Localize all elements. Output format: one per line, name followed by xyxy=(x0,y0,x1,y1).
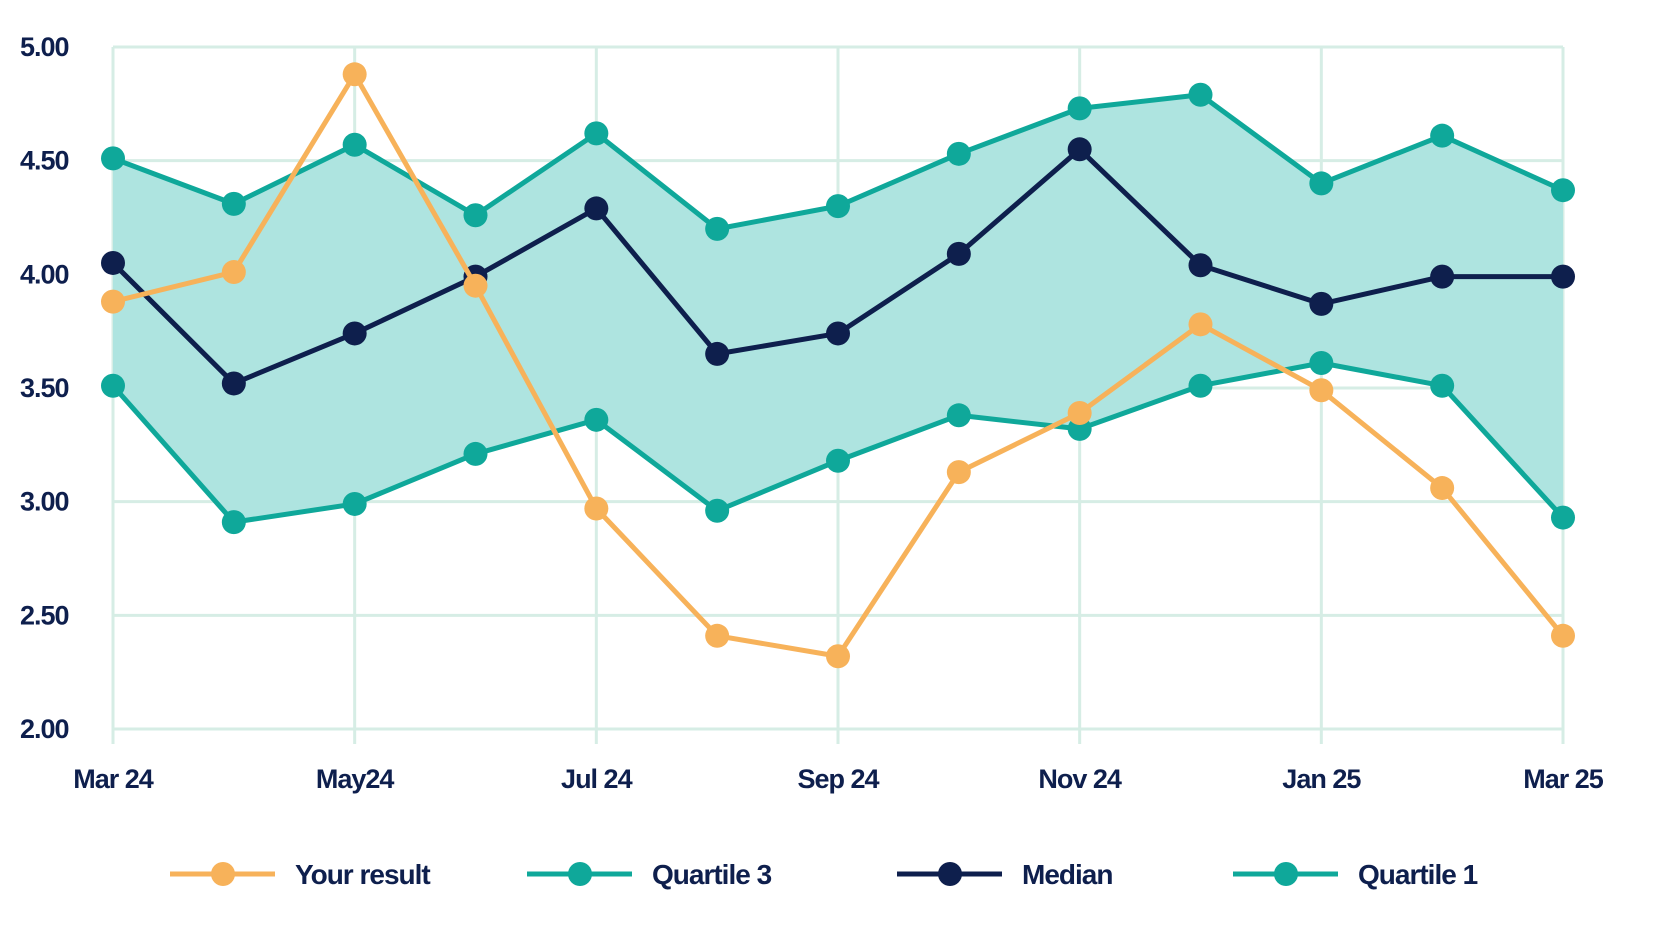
x-tick-label: May24 xyxy=(316,764,395,794)
legend-label: Your result xyxy=(295,859,430,890)
median-point xyxy=(101,250,125,275)
legend-swatch-marker xyxy=(1274,862,1298,886)
legend-label: Quartile 3 xyxy=(652,859,772,890)
quartile-1-point xyxy=(342,491,367,516)
quartile-1-point xyxy=(1188,373,1213,398)
your-result-point xyxy=(342,62,367,87)
quartile-1-point xyxy=(1551,505,1575,530)
your-result-point xyxy=(705,623,730,648)
median-point xyxy=(705,341,730,366)
quartile-3-point xyxy=(584,121,609,146)
quartile-1-point xyxy=(463,441,488,466)
median-point xyxy=(1309,291,1334,316)
series-median xyxy=(101,137,1575,396)
quartile-3-point xyxy=(946,141,971,166)
quartile-1-point xyxy=(101,373,125,398)
quartile-1-point xyxy=(826,448,850,473)
quartile-3-point xyxy=(1551,178,1575,203)
legend-item-quartile-3: Quartile 3 xyxy=(527,859,773,890)
legend-swatch-marker xyxy=(568,862,592,886)
median-point xyxy=(946,241,971,266)
quartile-3-point xyxy=(1188,82,1213,107)
x-tick-label: Mar 25 xyxy=(1523,764,1604,794)
your-result-point xyxy=(221,260,246,285)
your-result-point xyxy=(1430,476,1455,501)
your-result-point xyxy=(1067,401,1092,426)
legend-item-quartile-1: Quartile 1 xyxy=(1233,859,1479,890)
x-axis: Mar 24 May24 Jul 24 Sep 24 Nov 24 Jan 25 Mar 2… xyxy=(73,764,1605,794)
quartile-3-point xyxy=(1309,171,1334,196)
quartile-1-point xyxy=(584,407,609,432)
x-tick-label: Sep 24 xyxy=(797,764,879,794)
your-result-point xyxy=(101,289,125,314)
legend-item-your-result: Your result xyxy=(170,859,431,890)
series-layer xyxy=(101,62,1575,669)
your-result-point xyxy=(463,273,488,298)
x-tick-label: Mar 24 xyxy=(73,764,154,794)
your-result-point xyxy=(584,496,609,521)
x-tick-label: Nov 24 xyxy=(1038,764,1122,794)
y-tick-label: 4.50 xyxy=(20,146,69,176)
legend-label: Median xyxy=(1022,859,1112,890)
y-tick-label: 3.00 xyxy=(20,487,69,517)
median-point xyxy=(342,321,367,346)
y-tick-label: 2.50 xyxy=(20,600,69,630)
series-quartile-1 xyxy=(101,350,1575,535)
legend: Your result Quartile 3 Median Quartile 1 xyxy=(170,859,1479,890)
quartile-1-point xyxy=(1309,350,1334,375)
legend-swatch-marker xyxy=(938,862,962,886)
quartile-1-point xyxy=(221,510,246,535)
y-tick-label: 3.50 xyxy=(20,373,69,403)
quartile-3-point xyxy=(1430,123,1455,148)
your-result-point xyxy=(946,460,971,485)
median-point xyxy=(1551,264,1575,289)
y-tick-label: 2.00 xyxy=(20,714,69,744)
quartile-1-point xyxy=(1430,373,1455,398)
quartile-1-point xyxy=(705,498,730,523)
quartile-3-point xyxy=(463,203,488,228)
your-result-point xyxy=(1188,312,1213,337)
median-point xyxy=(1067,137,1092,162)
quartile-band-fill xyxy=(113,94,1563,523)
x-tick-label: Jul 24 xyxy=(561,764,633,794)
x-tick-label: Jan 25 xyxy=(1282,764,1361,794)
quartile-1-point xyxy=(946,403,971,428)
quartile-3-point xyxy=(1067,96,1092,121)
median-point xyxy=(1188,253,1213,278)
series-quartile-3 xyxy=(101,82,1575,241)
series-your-result xyxy=(101,62,1575,669)
quartile-3-point xyxy=(342,132,367,157)
quartile-3-point xyxy=(221,191,246,216)
quartile-3-point xyxy=(101,146,125,171)
median-point xyxy=(584,196,609,221)
quartile-3-point xyxy=(826,194,850,219)
legend-swatch-marker xyxy=(211,862,235,886)
your-result-point xyxy=(826,644,850,669)
legend-item-median: Median xyxy=(897,859,1113,890)
your-result-point xyxy=(1551,623,1575,648)
quartile-band xyxy=(113,94,1563,523)
median-point xyxy=(1430,264,1455,289)
y-axis: 2.00 2.50 3.00 3.50 4.00 4.50 5.00 xyxy=(20,32,70,744)
quartile-3-point xyxy=(705,216,730,241)
median-point xyxy=(826,321,850,346)
legend-label: Quartile 1 xyxy=(1358,859,1478,890)
y-tick-label: 5.00 xyxy=(20,32,69,62)
y-tick-label: 4.00 xyxy=(20,259,69,289)
your-result-point xyxy=(1309,378,1334,403)
median-point xyxy=(221,371,246,396)
